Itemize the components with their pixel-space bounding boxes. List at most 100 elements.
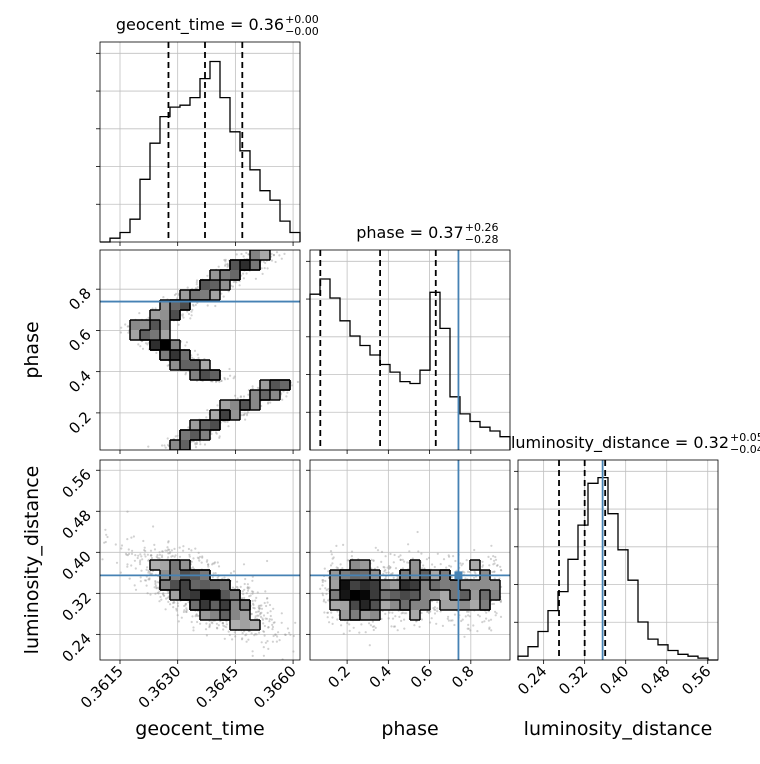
sample-point	[158, 553, 162, 556]
sample-point	[139, 563, 142, 566]
sample-point	[222, 628, 225, 631]
sample-point	[224, 264, 227, 267]
sample-point	[220, 379, 223, 382]
sample-point	[126, 325, 129, 328]
density-cell	[200, 280, 211, 291]
sample-point	[106, 535, 109, 539]
sample-point	[369, 624, 372, 627]
sample-point	[492, 602, 496, 606]
sample-point	[156, 581, 159, 584]
sample-point	[231, 638, 234, 641]
density-cell	[210, 600, 221, 611]
density-cell	[200, 590, 211, 601]
sample-point	[175, 297, 179, 300]
sample-point	[238, 284, 241, 287]
sample-point	[153, 586, 156, 589]
sample-point	[147, 316, 150, 319]
sample-point	[421, 567, 424, 570]
sample-point	[403, 627, 406, 630]
sample-point	[246, 586, 249, 590]
sample-point	[201, 556, 204, 559]
density-cell	[400, 600, 411, 611]
sample-point	[132, 535, 135, 538]
sample-point	[461, 618, 464, 621]
sample-point	[321, 594, 325, 597]
sample-point	[461, 562, 464, 565]
density-cell	[360, 560, 371, 571]
sample-point	[261, 618, 265, 621]
density-cell	[190, 590, 201, 601]
density-cell	[150, 320, 161, 331]
x-tick-label: 0.6	[407, 662, 437, 692]
sample-point	[459, 562, 462, 565]
sample-point	[176, 434, 179, 437]
sample-point	[364, 631, 367, 634]
y-tick-labels-phase: 0.2 0.4 0.6 0.8 phase	[21, 284, 95, 437]
density-cell	[350, 560, 361, 571]
sample-point	[368, 622, 371, 625]
sample-point	[173, 293, 176, 297]
sample-point	[191, 615, 194, 618]
sample-point	[174, 554, 177, 557]
sample-point	[214, 304, 217, 308]
sample-point	[173, 555, 176, 558]
sample-point	[127, 331, 130, 334]
sample-point	[433, 612, 437, 615]
panel-title-luminosity_distance: luminosity_distance = 0.32	[511, 433, 729, 453]
sample-point	[195, 279, 199, 282]
sample-point	[246, 583, 249, 586]
sample-point	[265, 617, 269, 620]
sample-point	[467, 623, 470, 627]
sample-point	[247, 393, 250, 396]
density-cell	[450, 580, 461, 591]
sample-point	[240, 252, 243, 256]
sample-point	[227, 425, 230, 428]
sample-point	[342, 543, 345, 547]
sample-point	[466, 610, 469, 613]
sample-point	[187, 601, 190, 604]
density-cell	[330, 590, 341, 601]
title-minus: −0.28	[465, 233, 499, 246]
sample-point	[259, 613, 262, 616]
sample-point	[223, 637, 226, 640]
sample-point	[245, 272, 248, 275]
sample-point	[175, 292, 178, 295]
sample-point	[225, 620, 228, 623]
sample-point	[494, 558, 498, 561]
sample-point	[467, 614, 470, 617]
sample-point	[331, 557, 334, 560]
sample-point	[325, 592, 328, 596]
sample-point	[185, 607, 188, 610]
sample-point	[207, 565, 210, 568]
histogram-geocent_time	[100, 60, 301, 243]
sample-point	[292, 634, 295, 638]
sample-point	[255, 633, 258, 636]
density-cell	[160, 350, 171, 361]
sample-point	[463, 635, 466, 638]
sample-point	[348, 629, 351, 633]
sample-point	[206, 274, 209, 277]
density-cell	[130, 330, 141, 341]
density-cell	[420, 580, 431, 591]
sample-point	[156, 554, 159, 557]
density-cell	[180, 350, 191, 361]
sample-point	[146, 343, 149, 346]
sample-point	[198, 555, 202, 558]
sample-point	[285, 395, 288, 398]
density-cell	[170, 310, 181, 321]
sample-point	[272, 253, 275, 257]
sample-point	[447, 619, 450, 622]
sample-point	[256, 614, 259, 617]
density-cell	[200, 580, 211, 591]
sample-point	[241, 597, 244, 600]
sample-point	[223, 258, 226, 262]
sample-point	[488, 626, 491, 629]
sample-point	[216, 627, 219, 630]
sample-point	[252, 590, 255, 594]
density-cell	[190, 430, 201, 441]
x-tick-labels-luminosity_distance: 0.24 0.32 0.40 0.48 0.56 luminosity_distance	[514, 662, 714, 740]
sample-point	[278, 639, 281, 642]
sample-point	[197, 614, 200, 617]
density-cell	[220, 610, 231, 621]
sample-point	[246, 412, 249, 415]
